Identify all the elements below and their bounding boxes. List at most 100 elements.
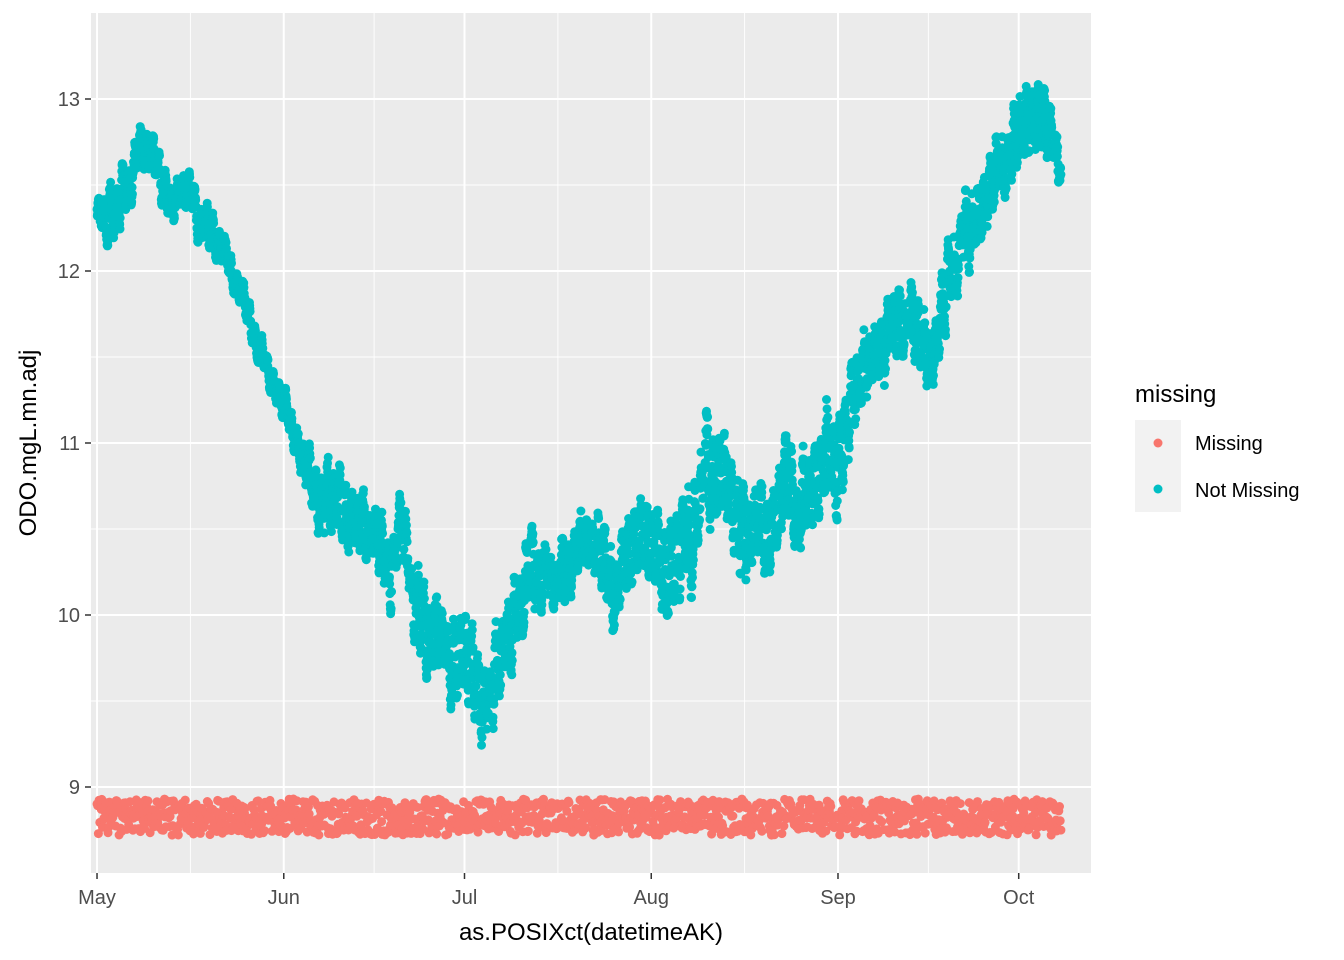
not-missing-point <box>772 530 782 540</box>
not-missing-point <box>566 592 576 602</box>
not-missing-point <box>287 413 297 423</box>
not-missing-point <box>432 592 442 602</box>
not-missing-point <box>844 443 854 453</box>
not-missing-point <box>118 160 128 170</box>
not-missing-point <box>798 441 808 451</box>
not-missing-point <box>653 509 663 519</box>
missing-point <box>625 822 635 832</box>
not-missing-point <box>191 195 201 205</box>
not-missing-point <box>629 529 639 539</box>
not-missing-point <box>467 625 477 635</box>
missing-point <box>821 826 831 836</box>
not-missing-point <box>703 424 713 434</box>
not-missing-point <box>413 560 423 570</box>
missing-point <box>854 796 864 806</box>
not-missing-point <box>474 660 484 670</box>
not-missing-point <box>519 617 529 627</box>
not-missing-point <box>719 428 729 438</box>
not-missing-point <box>594 514 604 523</box>
not-missing-point <box>805 471 815 481</box>
not-missing-point <box>377 522 387 531</box>
major-gridlines <box>91 13 1091 873</box>
missing-point <box>912 829 922 839</box>
not-missing-point <box>850 405 860 414</box>
missing-point <box>1031 830 1041 840</box>
not-missing-point <box>851 414 861 424</box>
not-missing-point <box>663 608 673 618</box>
not-missing-point <box>822 395 831 404</box>
not-missing-point <box>385 579 395 589</box>
not-missing-point <box>558 534 568 544</box>
not-missing-point <box>899 340 909 350</box>
not-missing-point <box>332 520 342 529</box>
missing-point <box>1055 816 1065 826</box>
not-missing-point <box>245 306 255 316</box>
missing-point <box>180 795 190 805</box>
not-missing-point <box>541 544 551 554</box>
not-missing-point <box>609 620 619 630</box>
not-missing-point <box>222 243 231 253</box>
missing-point <box>173 830 183 840</box>
missing-point <box>541 828 551 838</box>
not-missing-point <box>402 528 412 538</box>
not-missing-point <box>332 513 342 523</box>
missing-point <box>865 821 875 830</box>
not-missing-point <box>676 572 685 581</box>
not-missing-point <box>705 524 715 534</box>
not-missing-point <box>402 537 412 547</box>
missing-point <box>510 830 520 840</box>
not-missing-point <box>473 650 483 660</box>
not-missing-point <box>642 502 652 512</box>
missing-point <box>334 809 344 819</box>
not-missing-points <box>92 80 1066 750</box>
missing-point <box>920 828 930 838</box>
not-missing-point <box>667 551 677 561</box>
not-missing-point <box>127 182 137 192</box>
not-missing-point <box>837 451 847 461</box>
missing-point <box>93 829 103 839</box>
not-missing-point <box>814 509 824 519</box>
not-missing-point <box>227 258 236 268</box>
not-missing-point <box>422 673 432 682</box>
not-missing-point <box>396 498 406 508</box>
not-missing-point <box>787 446 797 456</box>
not-missing-point <box>813 496 823 506</box>
not-missing-point <box>701 440 711 450</box>
missing-point <box>581 823 590 832</box>
missing-point <box>564 798 574 808</box>
not-missing-point <box>675 593 685 603</box>
not-missing-point <box>845 427 854 437</box>
not-missing-point <box>127 189 137 199</box>
not-missing-point <box>600 524 610 534</box>
not-missing-point <box>843 455 853 465</box>
not-missing-point <box>468 643 478 653</box>
not-missing-point <box>862 392 872 402</box>
not-missing-point <box>832 496 842 506</box>
not-missing-point <box>787 461 797 471</box>
not-missing-point <box>359 485 368 495</box>
not-missing-point <box>494 691 504 701</box>
missing-point <box>779 821 789 831</box>
missing-point <box>980 817 990 827</box>
not-missing-point <box>403 554 413 564</box>
missing-point <box>432 829 442 839</box>
not-missing-point <box>437 608 447 618</box>
not-missing-point <box>687 581 697 591</box>
not-missing-point <box>489 699 499 709</box>
not-missing-point <box>837 485 847 495</box>
not-missing-point <box>823 412 833 422</box>
not-missing-point <box>695 504 705 514</box>
not-missing-point <box>536 607 546 617</box>
not-missing-point <box>401 506 410 516</box>
not-missing-point <box>461 612 471 622</box>
not-missing-point <box>627 577 637 587</box>
missing-point <box>955 799 965 809</box>
not-missing-point <box>488 724 498 734</box>
not-missing-point <box>528 537 538 547</box>
not-missing-point <box>712 507 722 517</box>
not-missing-point <box>827 472 837 482</box>
not-missing-point <box>907 288 917 298</box>
missing-point <box>259 826 269 836</box>
not-missing-point <box>477 740 486 750</box>
